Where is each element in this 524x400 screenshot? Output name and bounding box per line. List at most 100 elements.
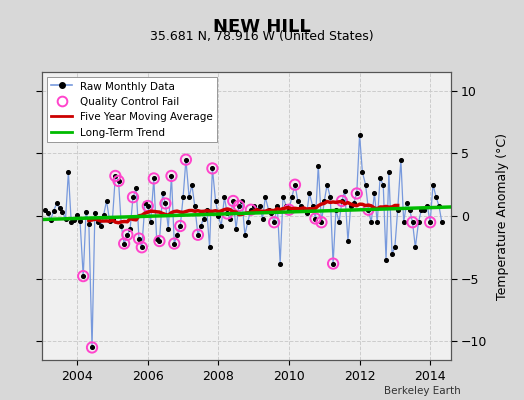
Point bbox=[188, 182, 196, 188]
Point bbox=[43, 210, 52, 217]
Point bbox=[302, 210, 311, 217]
Point bbox=[135, 235, 143, 242]
Point bbox=[314, 163, 322, 169]
Point bbox=[129, 194, 137, 200]
Point bbox=[346, 203, 355, 209]
Point bbox=[394, 206, 402, 213]
Point bbox=[111, 173, 119, 179]
Point bbox=[253, 206, 261, 213]
Point bbox=[235, 203, 243, 209]
Point bbox=[423, 203, 432, 209]
Point bbox=[247, 206, 255, 213]
Point bbox=[406, 206, 414, 213]
Point bbox=[161, 200, 170, 207]
Point bbox=[155, 238, 163, 244]
Point bbox=[138, 244, 146, 250]
Point bbox=[329, 260, 337, 267]
Point bbox=[341, 188, 349, 194]
Point bbox=[282, 203, 290, 209]
Point bbox=[150, 175, 158, 182]
Point bbox=[114, 178, 123, 184]
Point bbox=[311, 215, 320, 222]
Point bbox=[350, 200, 358, 207]
Point bbox=[205, 244, 214, 250]
Point bbox=[176, 223, 184, 229]
Point bbox=[226, 215, 234, 222]
Point bbox=[344, 238, 352, 244]
Y-axis label: Temperature Anomaly (°C): Temperature Anomaly (°C) bbox=[496, 132, 509, 300]
Point bbox=[158, 190, 167, 197]
Point bbox=[385, 169, 393, 175]
Point bbox=[432, 194, 440, 200]
Point bbox=[241, 232, 249, 238]
Point bbox=[132, 185, 140, 192]
Point bbox=[164, 225, 172, 232]
Point bbox=[208, 165, 216, 172]
Point bbox=[208, 165, 216, 172]
Point bbox=[391, 244, 399, 250]
Point bbox=[411, 244, 420, 250]
Point bbox=[379, 182, 387, 188]
Point bbox=[135, 235, 143, 242]
Point bbox=[264, 206, 272, 213]
Point bbox=[358, 169, 367, 175]
Point bbox=[293, 198, 302, 204]
Point bbox=[170, 240, 179, 247]
Point bbox=[420, 206, 428, 213]
Point bbox=[364, 206, 373, 213]
Point bbox=[79, 273, 88, 279]
Point bbox=[170, 240, 179, 247]
Point bbox=[397, 156, 405, 163]
Point bbox=[382, 257, 390, 263]
Point bbox=[414, 219, 423, 226]
Point bbox=[102, 198, 111, 204]
Point bbox=[120, 240, 128, 247]
Point bbox=[232, 225, 240, 232]
Point bbox=[58, 209, 67, 216]
Point bbox=[91, 210, 99, 217]
Point bbox=[70, 216, 79, 223]
Point bbox=[270, 219, 278, 226]
Point bbox=[155, 238, 163, 244]
Point bbox=[40, 206, 49, 213]
Point bbox=[291, 182, 299, 188]
Point bbox=[223, 210, 232, 217]
Point bbox=[88, 344, 96, 351]
Point bbox=[185, 194, 193, 200]
Point bbox=[56, 205, 64, 212]
Point bbox=[182, 156, 190, 163]
Point bbox=[244, 219, 252, 226]
Point bbox=[47, 216, 55, 223]
Point bbox=[279, 194, 287, 200]
Point bbox=[120, 240, 128, 247]
Text: Berkeley Earth: Berkeley Earth bbox=[385, 386, 461, 396]
Point bbox=[355, 132, 364, 138]
Point bbox=[111, 173, 119, 179]
Point bbox=[235, 203, 243, 209]
Point bbox=[362, 182, 370, 188]
Point bbox=[285, 206, 293, 213]
Point bbox=[123, 232, 132, 238]
Point bbox=[199, 215, 208, 222]
Point bbox=[399, 219, 408, 226]
Point bbox=[332, 206, 340, 213]
Point bbox=[261, 194, 269, 200]
Point bbox=[300, 206, 308, 213]
Point bbox=[376, 175, 384, 182]
Point bbox=[191, 203, 199, 209]
Point bbox=[247, 206, 255, 213]
Point bbox=[214, 213, 223, 219]
Point bbox=[123, 232, 132, 238]
Point bbox=[229, 198, 237, 204]
Point bbox=[211, 198, 220, 204]
Point bbox=[85, 220, 93, 227]
Text: 35.681 N, 78.916 W (United States): 35.681 N, 78.916 W (United States) bbox=[150, 30, 374, 43]
Point bbox=[52, 200, 61, 207]
Point bbox=[146, 219, 155, 226]
Point bbox=[196, 223, 205, 229]
Point bbox=[438, 219, 446, 226]
Point bbox=[144, 203, 152, 209]
Point bbox=[61, 215, 70, 222]
Point bbox=[182, 156, 190, 163]
Point bbox=[338, 198, 346, 204]
